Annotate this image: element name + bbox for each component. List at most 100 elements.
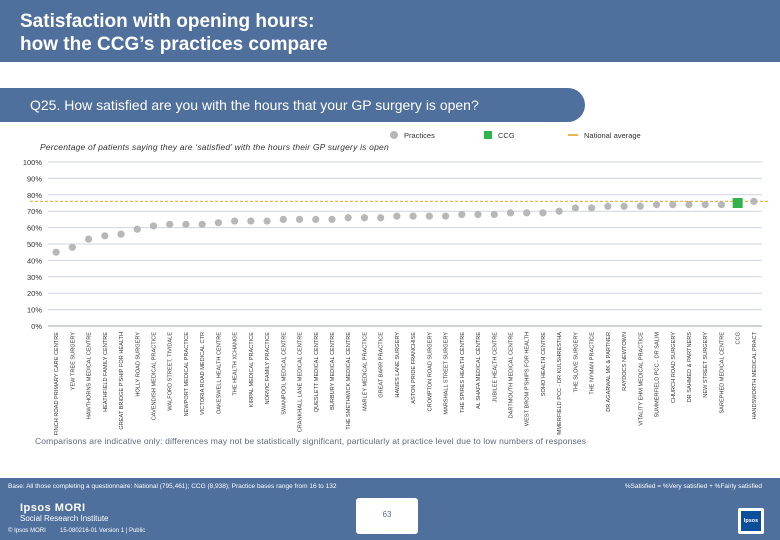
- x-category-label: VITALITY EHM MEDICAL PRACTICE: [638, 332, 644, 426]
- x-category-label: THE NYMAN PRACTICE: [590, 332, 596, 395]
- x-category-label: SUMMERFIELD PCC - DR SALIM: [655, 332, 661, 418]
- practice-point: [328, 215, 336, 223]
- page-title: Satisfaction with opening hours: how the…: [20, 10, 328, 56]
- practice-point: [409, 212, 417, 220]
- y-tick-label: 10%: [27, 306, 42, 315]
- title-line-2: how the CCG’s practices compare: [20, 34, 328, 55]
- x-category-label: SWANPOOL MEDICAL CENTRE: [281, 332, 287, 415]
- legend-national-swatch: [568, 134, 578, 136]
- x-category-label: DR SAHMED & PARTNERS: [687, 332, 693, 403]
- x-category-label: GREAT BRIDGE P'SHIP FOR HEALTH: [119, 332, 125, 430]
- x-category-label: SUMMERFIELD PCC - DR KULSHRESTHA: [557, 332, 563, 435]
- x-category-label: THE HEALTH XCHANGE: [233, 332, 239, 396]
- x-category-label: HANDSWORTH MEDICAL PRACT: [752, 331, 758, 419]
- comparison-note: Comparisons are indicative only: differe…: [35, 436, 587, 446]
- x-category-label: CRANKHALL LANE MEDICAL CENTRE: [298, 332, 304, 433]
- practice-point: [117, 230, 125, 238]
- x-category-label: HEATHFIELD FAMILY CENTRE: [103, 332, 109, 412]
- legend-national: National average: [568, 128, 641, 142]
- y-tick-label: 50%: [27, 240, 42, 249]
- practice-point: [198, 220, 206, 228]
- x-category-label: GREAT BARR PRACTICE: [379, 332, 385, 398]
- practice-point: [133, 225, 141, 233]
- legend-ccg-label: CCG: [498, 130, 515, 140]
- practice-point: [458, 210, 466, 219]
- x-category-label: THE SMETHWICK MEDICAL CENTRE: [346, 332, 352, 430]
- x-category-label: DARTMOUTH MEDICAL CENTRE: [508, 332, 514, 419]
- practice-point: [701, 201, 709, 209]
- practice-point: [182, 220, 190, 228]
- practice-point: [231, 217, 239, 225]
- x-category-label: NEW STREET SURGERY: [703, 332, 709, 398]
- y-tick-label: 0%: [31, 322, 42, 331]
- practice-point: [506, 209, 515, 217]
- practice-point: [620, 202, 628, 210]
- page-number: 63: [382, 510, 392, 519]
- practice-point: [652, 201, 661, 209]
- legend-ccg-swatch: [484, 131, 492, 139]
- x-category-label: CROMPTON ROAD SURGERY: [427, 332, 433, 412]
- practice-point: [279, 215, 287, 223]
- ipsos-brand: Ipsos MORI Social Research Institute: [20, 502, 109, 523]
- y-tick-label: 60%: [27, 224, 42, 233]
- x-category-label: SOHO HEALTH CENTRE: [541, 332, 547, 397]
- practice-point: [750, 197, 758, 205]
- ipsos-logo-mark: Ipsos: [741, 511, 761, 531]
- x-category-label: HAWES LANE SURGERY: [395, 332, 401, 398]
- x-category-label: MARSHALL STREET SURGERY: [444, 332, 450, 415]
- y-tick-label: 70%: [27, 207, 42, 216]
- practice-point: [360, 214, 369, 222]
- x-category-label: MARLEY MEDICAL PRACTICE: [362, 332, 368, 411]
- x-category-label: AL SHAFA MEDICAL CENTRE: [476, 332, 482, 409]
- ipsos-logo: Ipsos: [738, 508, 764, 534]
- legend-practices-swatch: [390, 131, 398, 139]
- y-tick-label: 100%: [23, 158, 43, 167]
- x-category-label: HOLLY ROAD SURGERY: [135, 332, 141, 397]
- y-tick-label: 90%: [27, 174, 42, 183]
- practice-point: [166, 220, 174, 228]
- y-tick-label: 40%: [27, 256, 42, 265]
- practice-point: [474, 210, 482, 219]
- practice-point: [68, 243, 76, 251]
- practice-point: [149, 222, 158, 230]
- question-banner: [0, 88, 585, 122]
- practice-point: [295, 215, 304, 223]
- practice-point: [263, 217, 271, 225]
- y-tick-label: 80%: [27, 191, 42, 200]
- practice-point: [247, 217, 255, 225]
- x-category-label: DR AGARWAL MK & PARTNER: [606, 332, 612, 412]
- x-category-label: CCG: [736, 332, 742, 344]
- practice-point: [490, 210, 498, 219]
- x-category-label: WEST BROM P'SHIPS FOR HEALTH: [525, 332, 531, 426]
- practice-point: [717, 201, 726, 209]
- x-category-label: CHURCH ROAD SURGERY: [671, 332, 677, 403]
- x-category-label: VICTORIA ROAD MEDICAL CTR: [200, 332, 206, 415]
- legend-national-label: National average: [584, 130, 641, 140]
- copyright: © Ipsos MORI: [8, 528, 46, 534]
- brand-name: Ipsos MORI: [20, 502, 86, 514]
- brand-institute: Social Research Institute: [20, 514, 109, 523]
- practice-point: [52, 248, 60, 256]
- practice-point: [393, 212, 401, 220]
- practice-point: [571, 204, 579, 212]
- x-category-label: THE SLOVE SURGERY: [573, 332, 579, 393]
- practice-point: [604, 202, 612, 210]
- ccg-marker: [732, 198, 743, 208]
- practice-point: [523, 209, 531, 217]
- question-text: Q25. How satisfied are you with the hour…: [30, 97, 479, 113]
- base-note: Base: All those completing a questionnai…: [8, 483, 337, 490]
- y-tick-label: 20%: [27, 289, 42, 298]
- practice-point: [636, 202, 644, 210]
- practice-point: [312, 215, 320, 223]
- header-band: [0, 0, 780, 62]
- x-category-label: NEWPORT MEDICAL PRACTICE: [184, 332, 190, 417]
- x-category-label: BURBURY MEDICAL CENTRE: [330, 332, 336, 410]
- practice-point: [669, 201, 677, 209]
- x-category-label: CAVENDISH MEDICAL PRACTICE: [151, 332, 157, 421]
- practice-point: [441, 212, 450, 220]
- practice-point: [84, 235, 93, 243]
- title-line-1: Satisfaction with opening hours:: [20, 11, 315, 32]
- chart-subtitle: Percentage of patients saying they are ‘…: [40, 142, 389, 152]
- legend-practices-label: Practices: [404, 130, 435, 140]
- x-category-label: KIRPAL MEDICAL PRACTICE: [249, 332, 255, 408]
